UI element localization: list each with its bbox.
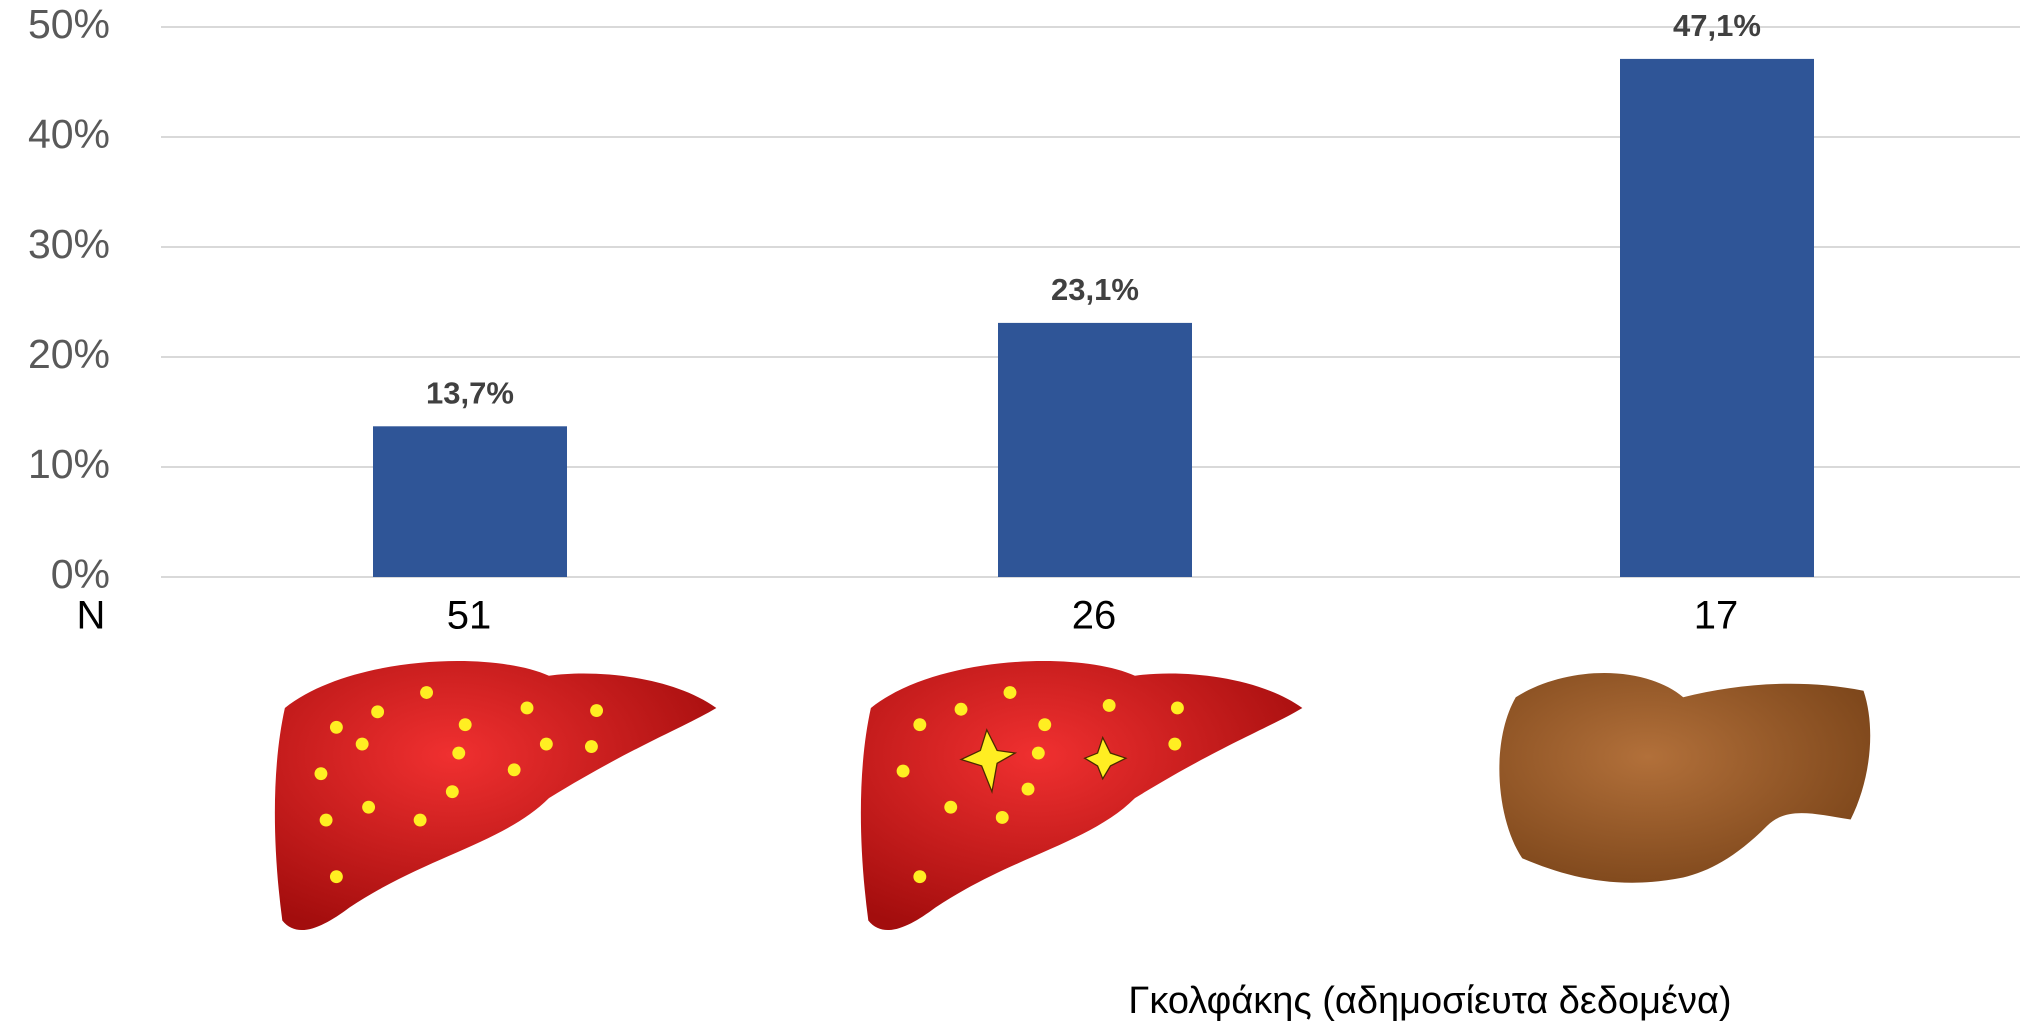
bar	[1620, 58, 1814, 577]
liver-illustration	[274, 661, 717, 931]
y-tick-label: 40%	[28, 111, 110, 157]
data-label: 47,1%	[1673, 8, 1761, 43]
source-note: Γκολφάκης (αδημοσίευτα δεδομένα)	[1128, 980, 1731, 1022]
y-tick-label: 50%	[28, 1, 110, 47]
data-label: 23,1%	[1051, 272, 1139, 307]
x-tick-label: 26	[1072, 594, 1117, 638]
bar	[373, 426, 567, 577]
x-axis-label: N	[77, 594, 106, 638]
liver-illustration	[860, 661, 1303, 931]
cirrhotic-liver-illustration	[1499, 673, 1871, 883]
y-tick-label: 30%	[28, 221, 110, 267]
y-tick-label: 0%	[51, 551, 110, 597]
x-tick-label: 17	[1694, 594, 1739, 638]
data-label: 13,7%	[426, 375, 514, 410]
bar	[998, 322, 1192, 577]
y-tick-label: 10%	[28, 441, 110, 487]
y-tick-label: 20%	[28, 331, 110, 377]
x-tick-label: 51	[447, 594, 492, 638]
